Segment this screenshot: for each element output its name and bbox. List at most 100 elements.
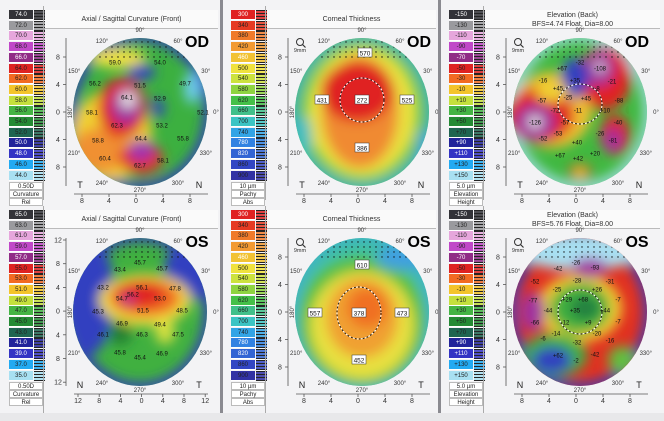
y-tick-label: 4 [278,82,282,89]
column-separator [220,0,223,413]
scale-swatch: 64.0 [9,63,33,74]
right-orientation-marker: N [636,180,643,190]
scale-stripe [256,263,267,274]
scale-stripe [256,317,267,327]
right-orientation-marker: T [196,380,202,390]
scale-swatch: -70 [449,252,473,263]
map-value-label: 45.3 [92,310,104,316]
meridian-label: 30° [423,269,433,275]
meridian-label: 60° [613,239,623,245]
color-region [127,64,155,80]
scale-stripe [474,338,485,349]
meridian-label: 90° [135,228,145,234]
meridian-label: 120° [318,239,331,245]
value-box [354,259,370,270]
scale-swatch: +150 [449,370,473,381]
x-tick-label: 0 [574,198,578,205]
color-map [73,38,207,186]
x-tick-label: 0 [140,398,144,405]
magnifier-icon [514,238,522,246]
zoom-button[interactable]: 9mm [512,38,525,55]
scale-swatch: -50 [449,63,473,74]
y-tick-label: 4 [56,332,60,339]
meridian-label: 300° [172,381,185,387]
scale-stripe [474,295,485,306]
scale-swatch: 61.0 [9,231,33,242]
scale-stripe [474,127,485,138]
scale-stripe [474,359,485,370]
map-value-label: 53.2 [156,124,168,130]
scale-stripe [256,42,267,53]
meridian-label: 270° [134,188,147,194]
scale-stripe [34,74,45,85]
map-value-label: -57 [538,99,547,105]
value-box [357,47,373,58]
scale-stripe [34,127,45,138]
map-value-label: 54.7 [116,297,128,303]
y-tick-label: 8 [56,165,60,172]
map-value-label: -57 [561,121,570,127]
y-tick-label: 0 [496,310,500,317]
scale-swatch: -10 [449,284,473,295]
scale-swatch: +70 [449,327,473,338]
x-axis: 8 4 0 4 8 [74,193,208,205]
scale-stripe [34,263,45,274]
map-value-label: +40 [572,141,583,147]
pupil-outline [557,83,603,125]
meridian-label: 270° [574,388,587,394]
topography-map[interactable]: 84048840480°30°60°90°120°150°180°210°240… [222,200,441,421]
map-value-label: -6 [540,337,546,343]
scale-mode-label: Height [449,398,483,406]
y-tick-label: 4 [278,337,282,344]
scale-swatch: 580 [231,84,255,95]
scale-stripe [474,242,485,253]
scale-stripe [474,106,485,117]
zoom-button[interactable]: 9mm [294,38,307,55]
magnifier-icon [296,238,304,246]
map-panel-os-5: -150 -130 -110 -90 -70 -50 -30 -10 +10 +30 +50 +70 +… [440,200,664,413]
meridian-label: 330° [422,151,435,157]
zoom-label: 9mm [512,248,525,254]
color-region [122,295,134,305]
scale-swatch: 500 [231,263,255,274]
scale-swatch: 460 [231,52,255,63]
x-tick-label: 8 [97,398,101,405]
scale-stripe [256,127,267,138]
map-value-label: 570 [360,51,371,58]
topography-map[interactable]: 84048840480°30°60°90°120°150°180°210°240… [222,0,441,208]
meridian-label: 90° [357,28,367,34]
scale-swatch: 620 [231,295,255,306]
scale-swatch: 780 [231,138,255,149]
value-box [314,94,330,105]
x-tick-label: 0 [574,398,578,405]
meridian-label: 120° [536,239,549,245]
meridian-label: 180° [290,105,296,118]
magnifier-icon [296,38,304,46]
scale-type-label: Curvature [9,390,43,398]
scale-swatch: -150 [449,10,473,20]
meridian-label: 210° [68,351,81,357]
map-subtitle: BFS=4.74 Float, Dia=8.00 [532,21,613,28]
zoom-button[interactable]: 9mm [512,238,525,255]
map-value-label: 46.3 [136,333,148,339]
y-tick-label: 8 [496,55,500,62]
color-region [296,115,312,165]
zoom-button[interactable]: 9mm [294,238,307,255]
color-region [184,72,200,104]
meridian-label: 240° [96,181,109,187]
y-tick-label: 0 [56,110,60,117]
map-value-label: -126 [529,121,542,127]
scale-swatch: 51.0 [9,284,33,295]
meridian-label: 330° [200,351,213,357]
divider [43,6,44,200]
scale-swatch: 700 [231,317,255,327]
scale-step-label: 0.50D [9,382,43,390]
value-box [399,94,415,105]
scale-stripe [474,284,485,295]
meridian-label: 90° [575,28,585,34]
zoom-label: 9mm [294,248,307,254]
